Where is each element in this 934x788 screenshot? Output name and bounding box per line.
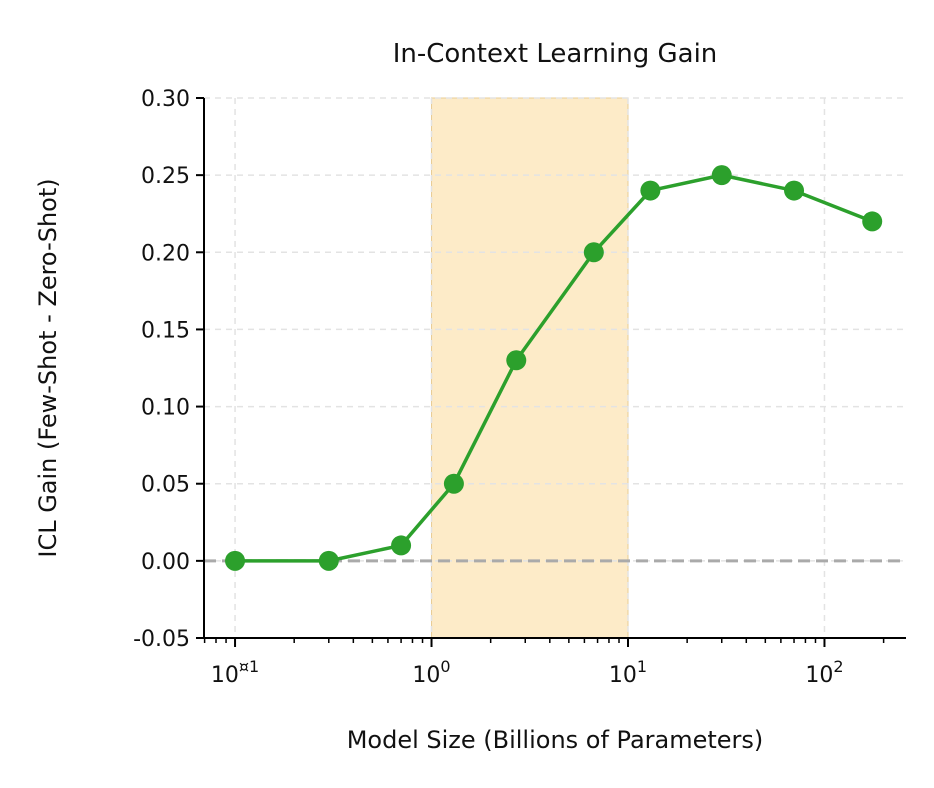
- plot-area: -0.05 0.00 0.05 0.10 0.15 0.20 0.25 0.30 10¤1 100…: [133, 87, 906, 688]
- y-tick-label: 0.15: [141, 318, 190, 343]
- x-tick-label: 10¤1: [211, 657, 259, 688]
- data-point: [391, 535, 412, 556]
- data-point: [443, 473, 464, 494]
- y-tick-label: 0.05: [141, 473, 190, 498]
- y-tick-label: 0.00: [141, 550, 190, 575]
- y-tick-label: 0.10: [141, 396, 190, 421]
- x-tick-label: 101: [609, 657, 647, 688]
- x-tick-label: 100: [412, 657, 450, 688]
- series-line: [235, 173, 873, 563]
- y-axis-label: ICL Gain (Few-Shot - Zero-Shot): [34, 178, 62, 557]
- data-point: [583, 242, 604, 263]
- shaded-region: [431, 97, 629, 639]
- data-point: [640, 180, 661, 201]
- chart-title: In-Context Learning Gain: [393, 39, 718, 69]
- data-point: [784, 180, 805, 201]
- data-point: [318, 550, 339, 571]
- data-point: [711, 165, 732, 186]
- y-tick-label: 0.30: [141, 87, 190, 112]
- data-point: [506, 350, 527, 371]
- y-tick-label: 0.20: [141, 241, 190, 266]
- y-tick-label: 0.25: [141, 164, 190, 189]
- data-point: [862, 211, 883, 232]
- x-tick-label: 102: [805, 657, 843, 688]
- y-tick-label: -0.05: [133, 627, 190, 652]
- x-axis-label: Model Size (Billions of Parameters): [347, 726, 764, 754]
- data-point: [225, 550, 246, 571]
